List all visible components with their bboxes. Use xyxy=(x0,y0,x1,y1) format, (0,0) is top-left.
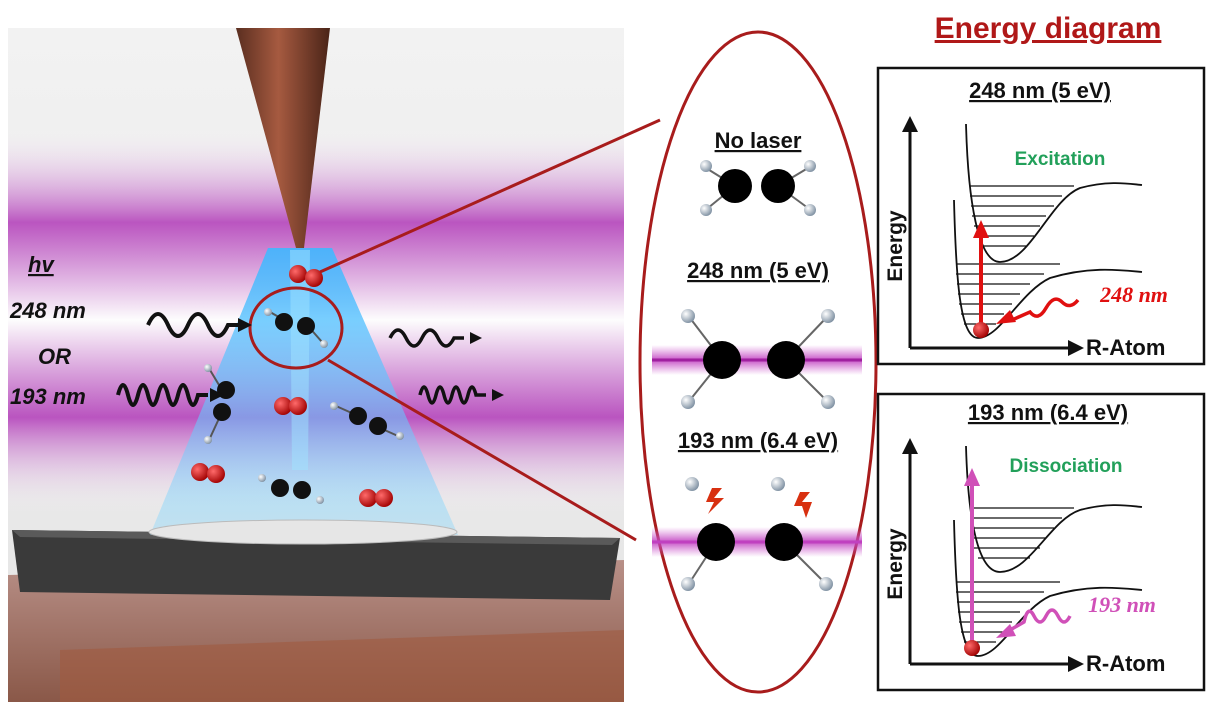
y-axis-arrowhead xyxy=(902,116,918,132)
excited-potential-curve xyxy=(965,123,1143,263)
panel-title: 248 nm (5 eV) xyxy=(969,78,1111,103)
ground-potential-curve xyxy=(953,519,1143,657)
panel-frame xyxy=(876,392,1206,692)
o2-molecule xyxy=(274,397,307,415)
incoming-wave-248-head xyxy=(238,318,252,332)
specimen-tip xyxy=(236,28,330,248)
state-248-label: 248 nm (5 eV) xyxy=(687,258,829,283)
energy-panel-193: 193 nm (6.4 eV) Energy R-Atom Dissociati… xyxy=(876,392,1206,692)
detector-disc xyxy=(148,519,458,545)
x-axis-label: R-Atom xyxy=(1086,651,1165,676)
process-label: Dissociation xyxy=(1010,456,1123,477)
outgoing-wave-248 xyxy=(388,328,464,348)
y-axis-label: Energy xyxy=(884,210,907,282)
laser-photon-193 xyxy=(1009,608,1072,632)
wavelength-248-label: 248 nm xyxy=(9,298,86,323)
o2-molecule xyxy=(289,265,323,287)
or-label: OR xyxy=(38,344,71,369)
process-label: Excitation xyxy=(1015,149,1106,170)
state-193-label: 193 nm (6.4 eV) xyxy=(678,428,838,453)
outgoing-wave-193 xyxy=(418,385,486,405)
apt-illustration: hv 248 nm OR 193 nm xyxy=(8,28,661,702)
bond-break-icon xyxy=(794,492,812,518)
incoming-wave-193-head xyxy=(210,388,224,402)
laser-photon-248-head xyxy=(996,310,1016,324)
molecule-no-laser xyxy=(700,160,816,216)
o2-molecule xyxy=(359,489,393,507)
ground-vibrational-levels xyxy=(956,263,1060,325)
y-axis-label: Energy xyxy=(884,528,907,600)
detached-h-atom xyxy=(685,477,699,491)
specimen-stage xyxy=(12,530,620,600)
laser-248-label: 248 nm xyxy=(1099,282,1168,307)
wavelength-193-label: 193 nm xyxy=(10,384,86,409)
ground-potential-curve xyxy=(953,199,1143,339)
detached-h-atom xyxy=(771,477,785,491)
x-axis-arrowhead xyxy=(1068,656,1084,672)
molecule-states-oval: No laser 248 nm (5 eV) 193 nm (6.4 eV) xyxy=(638,30,878,694)
incoming-wave-193 xyxy=(116,383,208,407)
x-axis-label: R-Atom xyxy=(1086,335,1165,360)
panel-title: 193 nm (6.4 eV) xyxy=(968,400,1128,425)
energy-panel-248: 248 nm (5 eV) Energy R-Atom Excitation xyxy=(876,66,1206,366)
zoom-line-bottom xyxy=(327,358,637,542)
bond-break-icon xyxy=(706,488,724,514)
state-no-laser-label: No laser xyxy=(715,128,802,153)
ground-state-atom xyxy=(964,640,980,656)
cone-core xyxy=(290,250,310,470)
floor-shadow xyxy=(60,630,624,702)
laser-photon-193-head xyxy=(996,624,1016,638)
outgoing-wave-248-head xyxy=(470,332,482,344)
laser-193-label: 193 nm xyxy=(1088,592,1156,617)
x-axis-arrowhead xyxy=(1068,340,1084,356)
o2-molecule xyxy=(191,463,225,483)
molecule-248 xyxy=(652,309,862,409)
hv-label: hv xyxy=(28,252,55,277)
molecule-193 xyxy=(652,477,862,591)
zoom-circle xyxy=(248,286,344,370)
incoming-wave-248 xyxy=(146,312,240,338)
ethylene-molecule xyxy=(264,308,328,348)
excited-vibrational-levels xyxy=(970,507,1074,559)
excitation-arrowhead xyxy=(973,220,989,238)
zoom-line-top xyxy=(319,118,661,274)
laser-photon-248 xyxy=(1011,297,1080,322)
ethylene-molecule xyxy=(258,474,324,504)
outgoing-wave-193-head xyxy=(492,389,504,401)
y-axis-arrowhead xyxy=(902,438,918,454)
ground-state-atom xyxy=(973,322,989,338)
ethylene-molecule xyxy=(330,402,404,440)
dissociation-arrowhead xyxy=(964,468,980,486)
energy-diagram-title: Energy diagram xyxy=(935,12,1162,45)
